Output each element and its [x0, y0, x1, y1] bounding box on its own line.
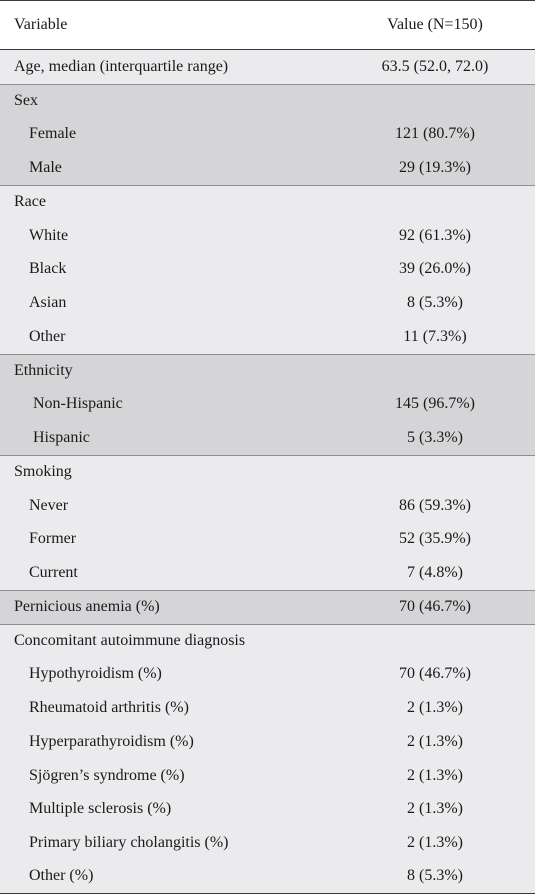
table-row-pernicious-anemia: Pernicious anemia (%) 70 (46.7%) — [0, 590, 535, 624]
row-label: Hypothyroidism (%) — [29, 665, 162, 683]
table-row-smoking-heading: Smoking — [0, 455, 535, 489]
row-label: Former — [29, 530, 77, 548]
table-row-asian: Asian 8 (5.3%) — [0, 286, 535, 320]
table-row-race-heading: Race — [0, 185, 535, 219]
table-row-hypothyroidism: Hypothyroidism (%) 70 (46.7%) — [0, 657, 535, 692]
row-value: 2 (1.3%) — [407, 800, 463, 818]
row-label: Rheumatoid arthritis (%) — [29, 699, 189, 717]
row-label: Other — [29, 327, 66, 345]
row-value: 11 (7.3%) — [403, 327, 467, 345]
row-label: Hispanic — [33, 429, 90, 447]
row-label: Concomitant autoimmune diagnosis — [14, 632, 246, 650]
row-label: Female — [29, 125, 77, 143]
table-row-age: Age, median (interquartile range) 63.5 (… — [0, 50, 535, 84]
row-value: 86 (59.3%) — [399, 496, 471, 514]
row-label: Race — [14, 193, 46, 211]
row-label: Sex — [14, 92, 38, 110]
table-row-non-hispanic: Non-Hispanic 145 (96.7%) — [0, 387, 535, 422]
row-label: White — [29, 226, 69, 244]
table-row-female: Female 121 (80.7%) — [0, 117, 535, 152]
row-value: 63.5 (52.0, 72.0) — [381, 57, 489, 75]
table-row-rheumatoid-arthritis: Rheumatoid arthritis (%) 2 (1.3%) — [0, 691, 535, 725]
header-variable: Variable — [14, 16, 68, 33]
row-label: Male — [29, 159, 62, 177]
row-value: 29 (19.3%) — [399, 159, 471, 177]
row-value: 2 (1.3%) — [407, 834, 463, 852]
row-label: Primary biliary cholangitis (%) — [29, 834, 229, 852]
row-label: Current — [29, 564, 78, 582]
table-row-hyperparathyroidism: Hyperparathyroidism (%) 2 (1.3%) — [0, 725, 535, 759]
table-row-current: Current 7 (4.8%) — [0, 556, 535, 590]
table-row-never: Never 86 (59.3%) — [0, 488, 535, 523]
table-row-multiple-sclerosis: Multiple sclerosis (%) 2 (1.3%) — [0, 792, 535, 827]
row-label: Hyperparathyroidism (%) — [29, 732, 194, 750]
header-value: Value (N=150) — [387, 16, 483, 33]
row-label: Pernicious anemia (%) — [14, 598, 160, 616]
table-row-autoimmune-other: Other (%) 8 (5.3%) — [0, 860, 535, 894]
table-row-white: White 92 (61.3%) — [0, 218, 535, 253]
row-value: 121 (80.7%) — [395, 125, 475, 143]
row-label: Asian — [29, 294, 67, 312]
row-label: Never — [29, 496, 69, 514]
row-label: Ethnicity — [14, 362, 73, 380]
row-value: 8 (5.3%) — [407, 867, 463, 885]
row-label: Age, median (interquartile range) — [14, 57, 229, 75]
row-value: 39 (26.0%) — [399, 260, 471, 278]
table-row-former: Former 52 (35.9%) — [0, 522, 535, 557]
row-value: 2 (1.3%) — [407, 699, 463, 717]
row-label: Sjögren’s syndrome (%) — [29, 766, 185, 784]
row-value: 5 (3.3%) — [407, 429, 463, 447]
table-row-sex-heading: Sex — [0, 83, 535, 118]
row-label: Black — [29, 260, 67, 278]
row-value: 2 (1.3%) — [407, 766, 463, 784]
row-label: Non-Hispanic — [33, 395, 123, 413]
table-row-sjogrens: Sjögren’s syndrome (%) 2 (1.3%) — [0, 758, 535, 793]
row-label: Smoking — [14, 463, 72, 481]
row-value: 92 (61.3%) — [399, 226, 471, 244]
table-row-race-other: Other 11 (7.3%) — [0, 320, 535, 354]
row-value: 70 (46.7%) — [399, 598, 471, 616]
table-row-hispanic: Hispanic 5 (3.3%) — [0, 421, 535, 455]
row-value: 2 (1.3%) — [407, 732, 463, 750]
row-label: Multiple sclerosis (%) — [29, 800, 172, 818]
table-row-ethnicity-heading: Ethnicity — [0, 353, 535, 388]
row-value: 52 (35.9%) — [399, 530, 471, 548]
table-header: Variable Value (N=150) — [0, 0, 535, 50]
row-value: 8 (5.3%) — [407, 294, 463, 312]
table-row-pbc: Primary biliary cholangitis (%) 2 (1.3%) — [0, 826, 535, 860]
row-value: 145 (96.7%) — [395, 395, 475, 413]
table-row-male: Male 29 (19.3%) — [0, 151, 535, 185]
row-value: 70 (46.7%) — [399, 665, 471, 683]
row-value: 7 (4.8%) — [407, 564, 463, 582]
row-label: Other (%) — [29, 867, 94, 885]
table-row-autoimmune-heading: Concomitant autoimmune diagnosis — [0, 623, 535, 658]
table-row-black: Black 39 (26.0%) — [0, 252, 535, 287]
